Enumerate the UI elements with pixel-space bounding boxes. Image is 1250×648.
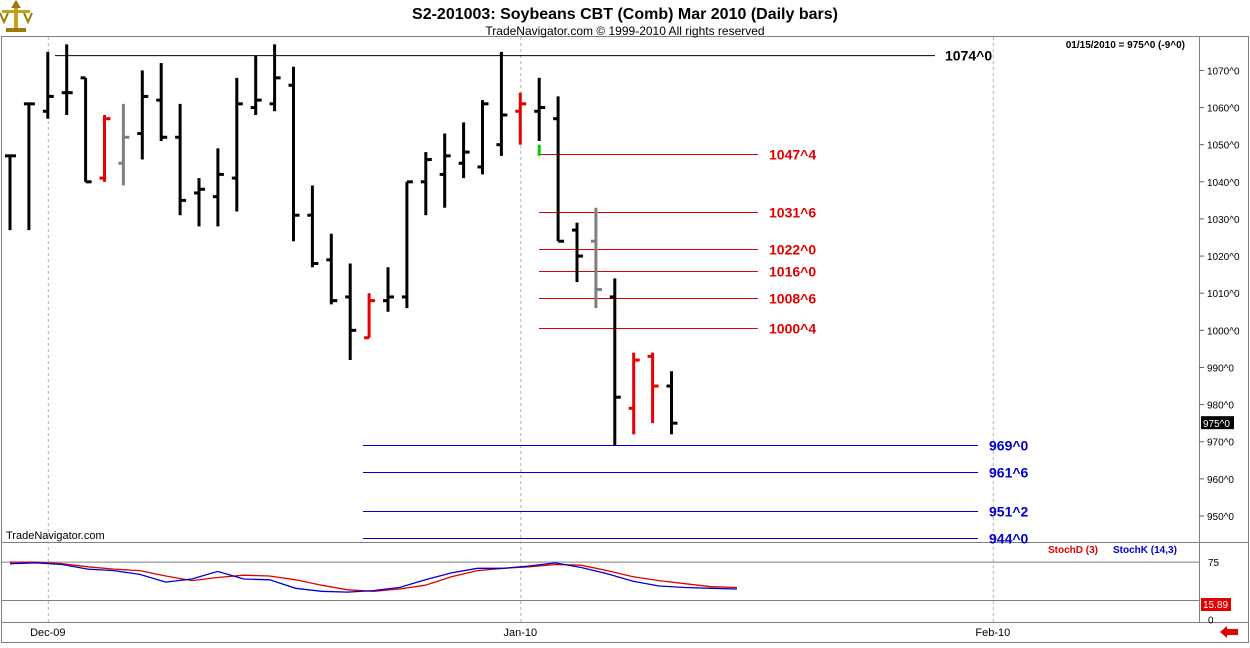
x-tick-label: Jan-10 (503, 627, 537, 639)
stoch-line-stochk (9, 562, 738, 593)
resistance-label: 1022^0 (769, 242, 816, 258)
ohlc-bar (137, 70, 149, 160)
stoch-legend-k: StochK (14,3) (1113, 545, 1177, 556)
ohlc-bar (156, 62, 168, 141)
support-label: 944^0 (989, 531, 1029, 547)
ohlc-bar (383, 267, 394, 312)
ohlc-bar (647, 352, 659, 424)
ohlc-bar (61, 44, 73, 115)
ohlc-bar (118, 103, 130, 186)
resistance-label: 1031^6 (769, 205, 816, 221)
resistance-label: 1047^4 (769, 147, 816, 163)
y-tick-label: 1070^0 (1207, 66, 1240, 77)
quote-readout: 01/15/2010 = 975^0 (-9^0) (1066, 40, 1185, 51)
x-tick-label: Feb-10 (975, 627, 1010, 639)
chart-title: S2-201003: Soybeans CBT (Comb) Mar 2010 … (412, 6, 838, 23)
ohlc-bar (364, 293, 376, 340)
y-tick-label: 1010^0 (1207, 289, 1240, 300)
level-lines: 1074^0 1047^4 1031^6 1022^0 1016^0 1008^6 1000… (55, 48, 1029, 547)
stoch-legend-d: StochD (3) (1048, 545, 1098, 556)
ohlc-bar (572, 222, 583, 283)
scales-logo-icon (0, 0, 33, 32)
ohlc-bar (42, 51, 54, 119)
ohlc-bar (628, 352, 640, 435)
ohlc-bar (590, 207, 602, 309)
stoch-last-box (1201, 598, 1231, 611)
ohlc-bar (609, 278, 621, 446)
ohlc-bar (326, 233, 338, 305)
ohlc-bar (515, 92, 527, 145)
ohlc-bar (99, 114, 111, 182)
scroll-right-arrow-icon[interactable] (1220, 626, 1238, 638)
last-price-box (1201, 416, 1234, 430)
ohlc-bar (288, 66, 300, 242)
ohlc-bar (553, 96, 565, 243)
ohlc-bars (5, 44, 678, 446)
ohlc-bar (5, 154, 16, 231)
ohlc-bar (23, 102, 35, 231)
stoch-tick-label: 75 (1208, 558, 1220, 569)
top-level-label: 1074^0 (945, 48, 992, 64)
stoch-last-label: 15.89 (1203, 600, 1228, 611)
ohlc-bar (477, 100, 489, 175)
y-tick-label: 1020^0 (1207, 252, 1240, 263)
y-tick-label: 960^0 (1207, 475, 1234, 486)
ohlc-bar (458, 122, 470, 179)
y-tick-label: 980^0 (1207, 401, 1234, 412)
ohlc-bar (212, 148, 224, 227)
support-label: 969^0 (989, 438, 1029, 454)
ohlc-bar (534, 77, 546, 141)
y-tick-label: 1040^0 (1207, 178, 1240, 189)
y-tick-label: 1000^0 (1207, 326, 1240, 337)
y-tick-label: 950^0 (1207, 512, 1234, 523)
ohlc-bar (175, 103, 187, 216)
ohlc-bar (401, 180, 413, 309)
ohlc-bar (345, 263, 357, 361)
ohlc-bar (80, 76, 92, 184)
support-label: 951^2 (989, 504, 1029, 520)
ohlc-bar (194, 178, 205, 227)
support-label: 961^6 (989, 465, 1029, 481)
ohlc-bar (250, 55, 262, 115)
last-price-label: 975^0 (1203, 419, 1230, 430)
ohlc-bar (666, 371, 678, 435)
ohlc-bar (439, 133, 451, 208)
stoch-line-stochd (10, 561, 738, 592)
ohlc-bar (496, 51, 508, 156)
copyright-text: TradeNavigator.com © 1999-2010 All right… (485, 24, 764, 38)
watermark: TradeNavigator.com (6, 530, 105, 542)
y-tick-label: 990^0 (1207, 363, 1234, 374)
y-tick-label: 1030^0 (1207, 215, 1240, 226)
y-tick-label: 970^0 (1207, 438, 1234, 449)
ohlc-bar (420, 152, 432, 216)
resistance-label: 1000^4 (769, 321, 816, 337)
ohlc-bar (307, 185, 319, 268)
resistance-label: 1008^6 (769, 291, 816, 307)
ohlc-bar (231, 77, 243, 212)
stoch-tick-label: 0 (1208, 616, 1214, 627)
ohlc-bar (269, 44, 281, 112)
stochastic-panel: StochD (3) StochK (14,3) 75 0 15.89 (2, 545, 1231, 627)
y-tick-label: 1060^0 (1207, 104, 1240, 115)
date-axis: Dec-09 Jan-10 Feb-10 (30, 627, 1010, 639)
x-tick-label: Dec-09 (30, 627, 65, 639)
resistance-label: 1016^0 (769, 264, 816, 280)
price-axis: 950^0 960^0 970^0 980^0 990^0 1000^0 1010^0 102… (1199, 66, 1240, 523)
y-tick-label: 1050^0 (1207, 141, 1240, 152)
